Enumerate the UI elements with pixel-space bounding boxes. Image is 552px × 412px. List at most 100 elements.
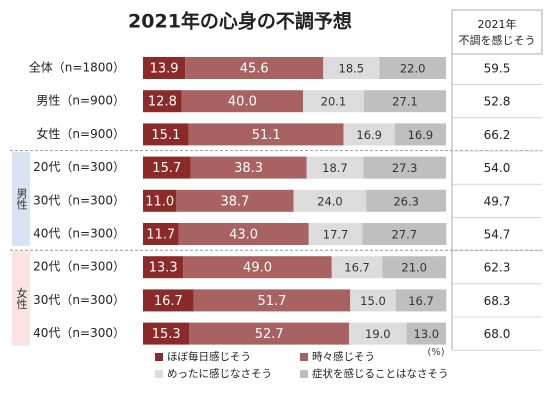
bar-segment <box>350 289 396 312</box>
value-label: 38.3 <box>234 161 263 176</box>
value-label: 20.1 <box>321 95 347 109</box>
bar-segment <box>143 223 179 245</box>
legend-swatch <box>300 353 308 361</box>
group-box <box>12 151 30 246</box>
category-label: 40代（n=300） <box>33 227 125 241</box>
group-label: 男性 <box>15 188 28 211</box>
summary-value: 68.0 <box>484 327 511 341</box>
category-label: 30代（n=300） <box>33 193 125 207</box>
value-label: 24.0 <box>317 194 343 208</box>
legend-label: 時々感じそう <box>312 350 375 363</box>
value-label: 17.7 <box>323 228 349 242</box>
value-label: 13.3 <box>149 261 178 276</box>
bar-segment <box>143 189 177 212</box>
value-label: 15.7 <box>152 161 181 176</box>
bar-segment <box>363 156 446 179</box>
value-label: 51.1 <box>252 128 281 143</box>
value-label: 27.3 <box>392 161 418 175</box>
unit-label: (%) <box>427 347 444 358</box>
bar-segment <box>366 189 446 212</box>
bar-segment <box>343 123 395 146</box>
summary-value: 68.3 <box>484 294 511 308</box>
summary-header: 2021年 <box>478 17 517 31</box>
value-label: 40.0 <box>228 95 257 110</box>
bar-segment <box>306 156 364 179</box>
legend-swatch <box>155 353 163 361</box>
bar-segment <box>143 90 182 113</box>
bar-segment <box>143 256 184 279</box>
value-label: 16.9 <box>408 128 434 142</box>
value-label: 16.7 <box>154 294 183 309</box>
legend-label: めったに感じなさそう <box>167 367 272 380</box>
value-label: 13.0 <box>414 327 440 341</box>
bar-segment <box>185 57 324 79</box>
bar-segment <box>394 123 446 146</box>
value-label: 27.1 <box>392 95 418 109</box>
bar-segment <box>178 223 309 245</box>
value-label: 16.9 <box>356 128 382 142</box>
bar-segment <box>190 156 307 179</box>
bar-segment <box>349 322 407 345</box>
value-label: 45.6 <box>240 62 269 77</box>
value-label: 16.7 <box>344 261 370 275</box>
bar-segment <box>363 90 446 113</box>
value-label: 11.7 <box>146 228 175 243</box>
category-label: 男性（n=900） <box>36 94 125 108</box>
bar-segment <box>293 189 367 212</box>
bar-segment <box>193 289 351 312</box>
value-label: 52.7 <box>255 327 284 342</box>
value-label: 15.3 <box>152 327 181 342</box>
legend-swatch <box>300 370 308 378</box>
bar-segment <box>323 57 380 79</box>
bar-segment <box>143 57 186 79</box>
value-label: 51.7 <box>257 294 286 309</box>
bar-segment <box>183 256 332 279</box>
category-label: 女性（n=900） <box>36 126 125 141</box>
summary-value: 62.3 <box>484 261 511 275</box>
value-label: 15.1 <box>151 128 180 143</box>
value-label: 11.0 <box>145 194 174 209</box>
value-label: 15.0 <box>360 294 386 308</box>
legend-swatch <box>155 370 163 378</box>
bar-segment <box>379 57 446 79</box>
bar-segment <box>406 322 446 345</box>
value-label: 18.7 <box>322 161 348 175</box>
summary-value: 54.0 <box>484 161 511 175</box>
bar-segment <box>395 289 447 312</box>
summary-header: 不調を感じそう <box>459 33 536 47</box>
value-label: 49.0 <box>243 261 272 276</box>
legend-label: ほぼ毎日感じそう <box>167 350 251 363</box>
bar-segment <box>143 156 191 179</box>
summary-header-box <box>451 9 543 55</box>
bar-segment <box>143 123 189 146</box>
bar-segment <box>188 123 344 146</box>
bar-segment <box>181 90 303 113</box>
bar-segment <box>362 223 447 245</box>
category-label: 40代（n=300） <box>33 326 125 340</box>
summary-value: 49.7 <box>484 194 511 208</box>
group-label: 女性 <box>15 286 28 310</box>
chart-title: 2021年の心身の不調予想 <box>128 10 352 33</box>
value-label: 43.0 <box>229 228 258 243</box>
bar-segment <box>302 90 364 113</box>
legend-label: 症状を感じることはなさそう <box>312 367 449 380</box>
bar-segment <box>382 256 446 279</box>
value-label: 27.7 <box>392 228 418 242</box>
bar-segment <box>176 189 294 212</box>
value-label: 19.0 <box>365 327 391 341</box>
summary-value: 66.2 <box>484 128 511 142</box>
value-label: 12.8 <box>148 95 177 110</box>
category-label: 20代（n=300） <box>33 260 125 274</box>
bar-segment <box>308 223 363 245</box>
value-label: 21.0 <box>401 261 427 275</box>
bar-segment <box>143 322 190 345</box>
bar-segment <box>189 322 350 345</box>
value-label: 22.0 <box>400 62 426 76</box>
summary-value: 54.7 <box>484 228 511 242</box>
summary-value: 52.8 <box>484 95 511 109</box>
category-label: 20代（n=300） <box>33 160 125 174</box>
category-label: 30代（n=300） <box>33 293 125 307</box>
value-label: 16.7 <box>408 294 434 308</box>
bar-segment <box>143 289 194 312</box>
